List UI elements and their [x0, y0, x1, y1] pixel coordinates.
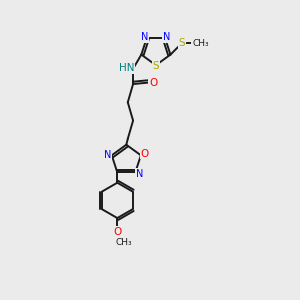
Text: HN: HN: [119, 63, 134, 73]
Text: O: O: [141, 148, 149, 158]
Text: O: O: [113, 227, 122, 237]
Text: S: S: [178, 38, 185, 48]
Text: O: O: [149, 78, 157, 88]
Text: N: N: [104, 150, 111, 160]
Text: S: S: [153, 61, 159, 71]
Text: N: N: [163, 32, 170, 42]
Text: N: N: [136, 169, 143, 178]
Text: N: N: [141, 32, 148, 42]
Text: CH₃: CH₃: [192, 39, 209, 48]
Text: CH₃: CH₃: [116, 238, 132, 247]
